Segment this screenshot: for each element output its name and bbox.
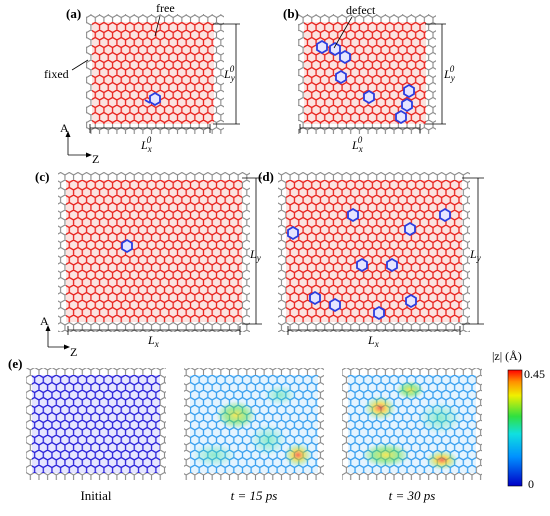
defects-b: [316, 39, 415, 125]
colorbar-min: 0: [528, 477, 534, 491]
panel-b-label: (b): [283, 6, 299, 21]
axis-z-label-c: Z: [70, 345, 77, 359]
axis-z-label-a: Z: [92, 152, 99, 166]
panel-e-label: (e): [8, 356, 22, 371]
b-ly: Ly0: [443, 64, 455, 83]
panel-a: [65, 14, 240, 158]
defect-a: [144, 91, 161, 107]
snapshot-30ps: [342, 368, 482, 480]
defects-d: [287, 207, 451, 321]
c-lx: Lx: [147, 333, 159, 349]
a-lx: Lx0: [140, 135, 152, 154]
a-ly: Ly0: [223, 64, 235, 83]
caption-15ps: t = 15 ps: [231, 488, 278, 503]
panel-d-label: (d): [258, 169, 274, 184]
panel-b: [298, 14, 446, 134]
b-lx: Lx0: [351, 135, 363, 154]
panel-a-label: (a): [66, 6, 81, 21]
panel-c: [45, 172, 262, 350]
colorbar-title: |z| (Å): [492, 349, 522, 363]
axis-a-label-c: A: [40, 314, 49, 328]
snapshot-15ps: [184, 368, 324, 480]
d-ly: Ly: [469, 247, 481, 263]
free-region-a: [92, 22, 214, 124]
snapshot-initial: [26, 368, 166, 480]
free-region-c: [66, 180, 242, 322]
c-ly: Ly: [249, 247, 261, 263]
caption-initial: Initial: [80, 488, 111, 503]
defect-c: [121, 238, 133, 254]
defect-label: defect: [346, 3, 376, 17]
fixed-label: fixed: [44, 67, 69, 81]
colorbar-max: 0.45: [524, 367, 545, 381]
colorbar: [507, 369, 523, 487]
panel-d: [278, 172, 484, 335]
axis-a-label-a: A: [60, 121, 69, 135]
free-label: free: [156, 1, 175, 15]
d-lx: Lx: [367, 333, 379, 349]
panel-c-label: (c): [35, 169, 49, 184]
caption-30ps: t = 30 ps: [389, 488, 436, 503]
